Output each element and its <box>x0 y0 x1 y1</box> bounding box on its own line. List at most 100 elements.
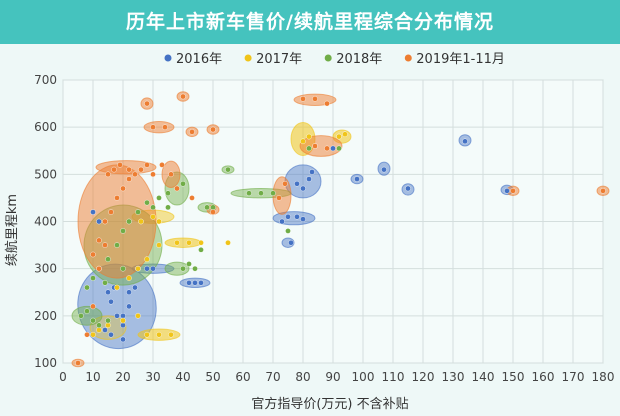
legend-marker-3 <box>404 54 412 62</box>
data-point-2 <box>165 204 171 211</box>
data-point-2 <box>144 199 150 206</box>
data-point-2 <box>126 218 132 225</box>
data-point-2 <box>225 166 231 173</box>
data-point-3 <box>282 180 288 187</box>
data-point-3 <box>210 126 216 133</box>
data-point-3 <box>126 166 132 173</box>
data-point-2 <box>285 228 291 234</box>
x-tick-label: 90 <box>325 370 340 384</box>
x-tick-label: 60 <box>235 370 250 384</box>
data-point-3 <box>120 185 126 192</box>
x-tick-label: 70 <box>265 370 280 384</box>
data-point-1 <box>156 218 162 225</box>
data-point-1 <box>225 239 231 246</box>
data-point-0 <box>381 166 387 173</box>
x-tick-label: 140 <box>472 370 495 384</box>
data-point-2 <box>336 145 342 152</box>
y-tick-label: 400 <box>34 215 57 229</box>
data-point-3 <box>111 166 117 173</box>
data-point-3 <box>117 162 123 168</box>
data-point-1 <box>126 275 132 281</box>
data-point-0 <box>90 209 96 215</box>
data-point-3 <box>126 176 132 182</box>
data-point-0 <box>108 331 114 338</box>
data-point-0 <box>306 176 312 182</box>
cluster-ellipse-3 <box>143 121 175 134</box>
data-point-0 <box>294 213 300 220</box>
data-point-3 <box>210 209 216 215</box>
data-point-3 <box>600 188 606 194</box>
x-axis-title: 官方指导价(万元) 不含补贴 <box>251 396 408 412</box>
data-point-0 <box>300 216 306 222</box>
data-point-0 <box>504 188 510 194</box>
x-tick-label: 80 <box>295 370 310 384</box>
x-tick-label: 30 <box>145 370 160 384</box>
data-point-2 <box>84 284 90 291</box>
data-point-0 <box>108 298 114 305</box>
data-point-1 <box>156 331 162 338</box>
data-point-3 <box>90 303 96 310</box>
x-tick-label: 120 <box>412 370 435 384</box>
data-point-2 <box>105 256 111 263</box>
data-point-2 <box>135 209 141 215</box>
title-bar: 历年上市新车售价/续航里程综合分布情况 <box>0 0 620 44</box>
data-point-1 <box>114 284 120 291</box>
data-point-2 <box>204 204 210 211</box>
data-point-0 <box>330 145 336 152</box>
data-point-2 <box>120 265 126 272</box>
data-point-3 <box>150 171 156 178</box>
data-point-1 <box>144 256 150 263</box>
data-point-2 <box>114 242 120 248</box>
data-points <box>75 93 606 366</box>
data-point-2 <box>258 190 264 196</box>
data-point-1 <box>306 133 312 140</box>
data-point-0 <box>132 284 138 291</box>
data-point-2 <box>270 190 276 196</box>
cluster-ellipse-1 <box>164 237 202 248</box>
data-point-3 <box>102 242 108 248</box>
legend-label-0: 2016年 <box>176 52 222 67</box>
data-point-0 <box>300 185 306 192</box>
data-point-1 <box>138 218 144 225</box>
data-point-2 <box>90 317 96 324</box>
data-point-0 <box>186 280 192 286</box>
data-point-1 <box>168 331 174 338</box>
y-tick-label: 300 <box>34 262 57 276</box>
data-point-1 <box>96 327 102 333</box>
data-point-1 <box>198 239 204 246</box>
y-tick-label: 700 <box>34 73 57 87</box>
x-tick-label: 150 <box>502 370 525 384</box>
data-point-3 <box>96 265 102 272</box>
data-point-1 <box>135 265 141 272</box>
data-point-2 <box>180 180 186 187</box>
data-point-0 <box>198 280 204 286</box>
x-tick-label: 160 <box>532 370 555 384</box>
x-tick-label: 130 <box>442 370 465 384</box>
data-point-3 <box>174 185 180 192</box>
data-point-2 <box>156 195 162 201</box>
data-point-3 <box>189 195 195 201</box>
data-point-0 <box>126 303 132 310</box>
x-tick-label: 40 <box>175 370 190 384</box>
data-point-0 <box>105 289 111 296</box>
data-point-0 <box>192 280 198 286</box>
data-point-0 <box>120 336 126 343</box>
data-point-2 <box>180 265 186 272</box>
data-point-2 <box>84 308 90 314</box>
data-point-2 <box>198 246 204 253</box>
data-point-3 <box>144 162 150 168</box>
x-tick-label: 100 <box>352 370 375 384</box>
data-point-0 <box>96 218 102 225</box>
legend-label-1: 2017年 <box>256 52 302 67</box>
data-point-2 <box>306 145 312 152</box>
data-point-3 <box>168 171 174 178</box>
data-point-3 <box>114 195 120 201</box>
data-point-1 <box>174 239 180 246</box>
data-point-2 <box>102 280 108 286</box>
data-point-1 <box>144 331 150 338</box>
data-point-3 <box>510 188 516 194</box>
data-point-3 <box>75 360 81 366</box>
data-point-2 <box>96 322 102 329</box>
data-point-0 <box>144 265 150 272</box>
